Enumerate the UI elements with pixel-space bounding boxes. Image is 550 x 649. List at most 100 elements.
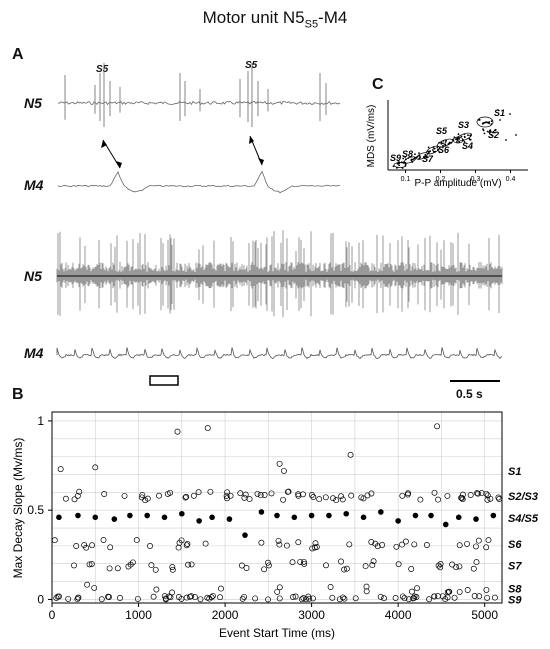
panel-c-point [458, 138, 461, 140]
panel-b-open-point [459, 496, 466, 503]
panel-c-point [427, 146, 430, 149]
panel-c-x-tick-label: 0.2 [436, 176, 446, 183]
panel-b-open-point [127, 561, 134, 568]
panel-b-open-point [275, 537, 282, 544]
panel-b-open-point [316, 496, 323, 503]
cluster-label-s1: S1 [494, 108, 505, 118]
panel-c-point [440, 142, 443, 145]
cluster-label-s8: S8 [402, 149, 413, 159]
panel-b-open-point [98, 596, 105, 603]
panel-b-open-point [329, 594, 336, 601]
panel-b-open-point [402, 538, 409, 545]
panel-b-open-point [392, 595, 399, 601]
panel-b-open-point [417, 496, 424, 503]
panel-b-outlier-point [347, 451, 354, 458]
panel-b-band-label: S6 [508, 539, 522, 551]
panel-b-filled-point [258, 509, 265, 515]
cluster-s8-ellipse [403, 156, 417, 164]
panel-b-open-point [153, 586, 160, 593]
arrow-2-head-bottom [258, 158, 264, 165]
panel-b-open-point [484, 496, 491, 503]
panel-b-open-point [238, 562, 245, 569]
panel-b-open-point [323, 562, 329, 569]
panel-c-point [436, 146, 439, 149]
panel-c-point [413, 157, 416, 160]
arrow-1-head-top [101, 140, 107, 148]
panel-b-open-point [338, 558, 344, 565]
panel-a-label: A [12, 46, 24, 63]
panel-b-open-point [431, 593, 438, 600]
panel-c-point [488, 129, 491, 132]
panel-b-open-point [289, 559, 296, 566]
panel-b-open-point [456, 563, 463, 570]
panel-b-open-point [478, 490, 485, 497]
panel-c-point [493, 131, 495, 134]
panel-b-open-point [300, 558, 307, 565]
panel-b-open-point [399, 541, 405, 548]
panel-b-outlier-point [434, 423, 441, 430]
panel-b-open-point [65, 595, 72, 602]
panel-c-point [487, 121, 489, 124]
panel-b-open-point [411, 541, 418, 548]
panel-b-open-point [138, 494, 145, 501]
panel-b-open-point [91, 584, 98, 591]
panel-b-open-point [437, 561, 444, 567]
panel-b-open-point [363, 588, 370, 595]
panel-b-open-point [352, 595, 359, 602]
panel-c-point [486, 130, 489, 133]
s5-marker-1: S5 [96, 64, 109, 75]
panel-b-filled-point [274, 512, 280, 519]
panel-b-open-point [283, 542, 290, 549]
cluster-label-s4: S4 [462, 141, 473, 151]
panel-c-point [432, 150, 435, 153]
panel-c-point [457, 133, 460, 136]
panel-c-point [419, 156, 421, 159]
panel-b-open-point [242, 491, 249, 498]
panel-b-filled-point [326, 512, 332, 519]
panel-b-open-point [290, 594, 296, 600]
panel-c-point [438, 151, 441, 154]
panel-b-open-point [276, 595, 283, 602]
panel-b-open-point [399, 593, 406, 600]
panel-b-open-point [224, 495, 230, 502]
panel-b-open-point [74, 596, 81, 603]
panel-b-open-point [184, 541, 191, 547]
panel-b-open-point [276, 541, 283, 548]
panel-b-open-point [467, 492, 474, 498]
figure-title: Motor unit N5S5-M4 [202, 8, 348, 31]
panel-b-y-tick-label: 1 [37, 414, 44, 428]
panel-b-open-point [183, 493, 190, 500]
panel-b-open-point [147, 543, 153, 549]
panel-b-x-tick-label: 0 [49, 608, 56, 622]
panel-b-filled-point [144, 512, 150, 519]
panel-b-outlier-point [280, 467, 287, 474]
panel-b-open-point [330, 495, 336, 502]
panel-b-band-label: S2/S3 [508, 491, 538, 503]
panel-b-band-label: S9 [508, 594, 522, 606]
panel-b-open-point [485, 537, 492, 544]
cluster-s9-ellipse [393, 162, 407, 168]
trace-label-n5-long: N5 [24, 268, 42, 284]
panel-b-x-label: Event Start Time (ms) [219, 626, 335, 640]
panel-b-label: B [12, 386, 24, 403]
arrow-2-head-top [249, 136, 254, 144]
panel-b-open-point [423, 542, 430, 548]
panel-b-open-point [341, 595, 348, 602]
panel-c-point [410, 159, 413, 162]
cluster-label-s5: S5 [436, 126, 448, 136]
panel-c-point [414, 153, 416, 155]
s5-marker-2: S5 [245, 60, 258, 71]
panel-b-open-point [368, 539, 375, 545]
panel-b-outlier-point [276, 460, 283, 467]
panel-b-x-tick-label: 4000 [385, 608, 412, 622]
panel-c-point [481, 122, 484, 125]
panel-b-open-point [100, 537, 107, 543]
panel-b-open-point [449, 561, 456, 568]
panel-b-filled-point [56, 514, 62, 521]
long-m4-trace [56, 346, 503, 360]
panel-b-open-point [435, 562, 442, 569]
panel-b-open-point [284, 488, 291, 495]
panel-b-filled-point [428, 512, 434, 519]
panel-c-point [432, 146, 435, 149]
panel-b-open-point [471, 593, 478, 599]
